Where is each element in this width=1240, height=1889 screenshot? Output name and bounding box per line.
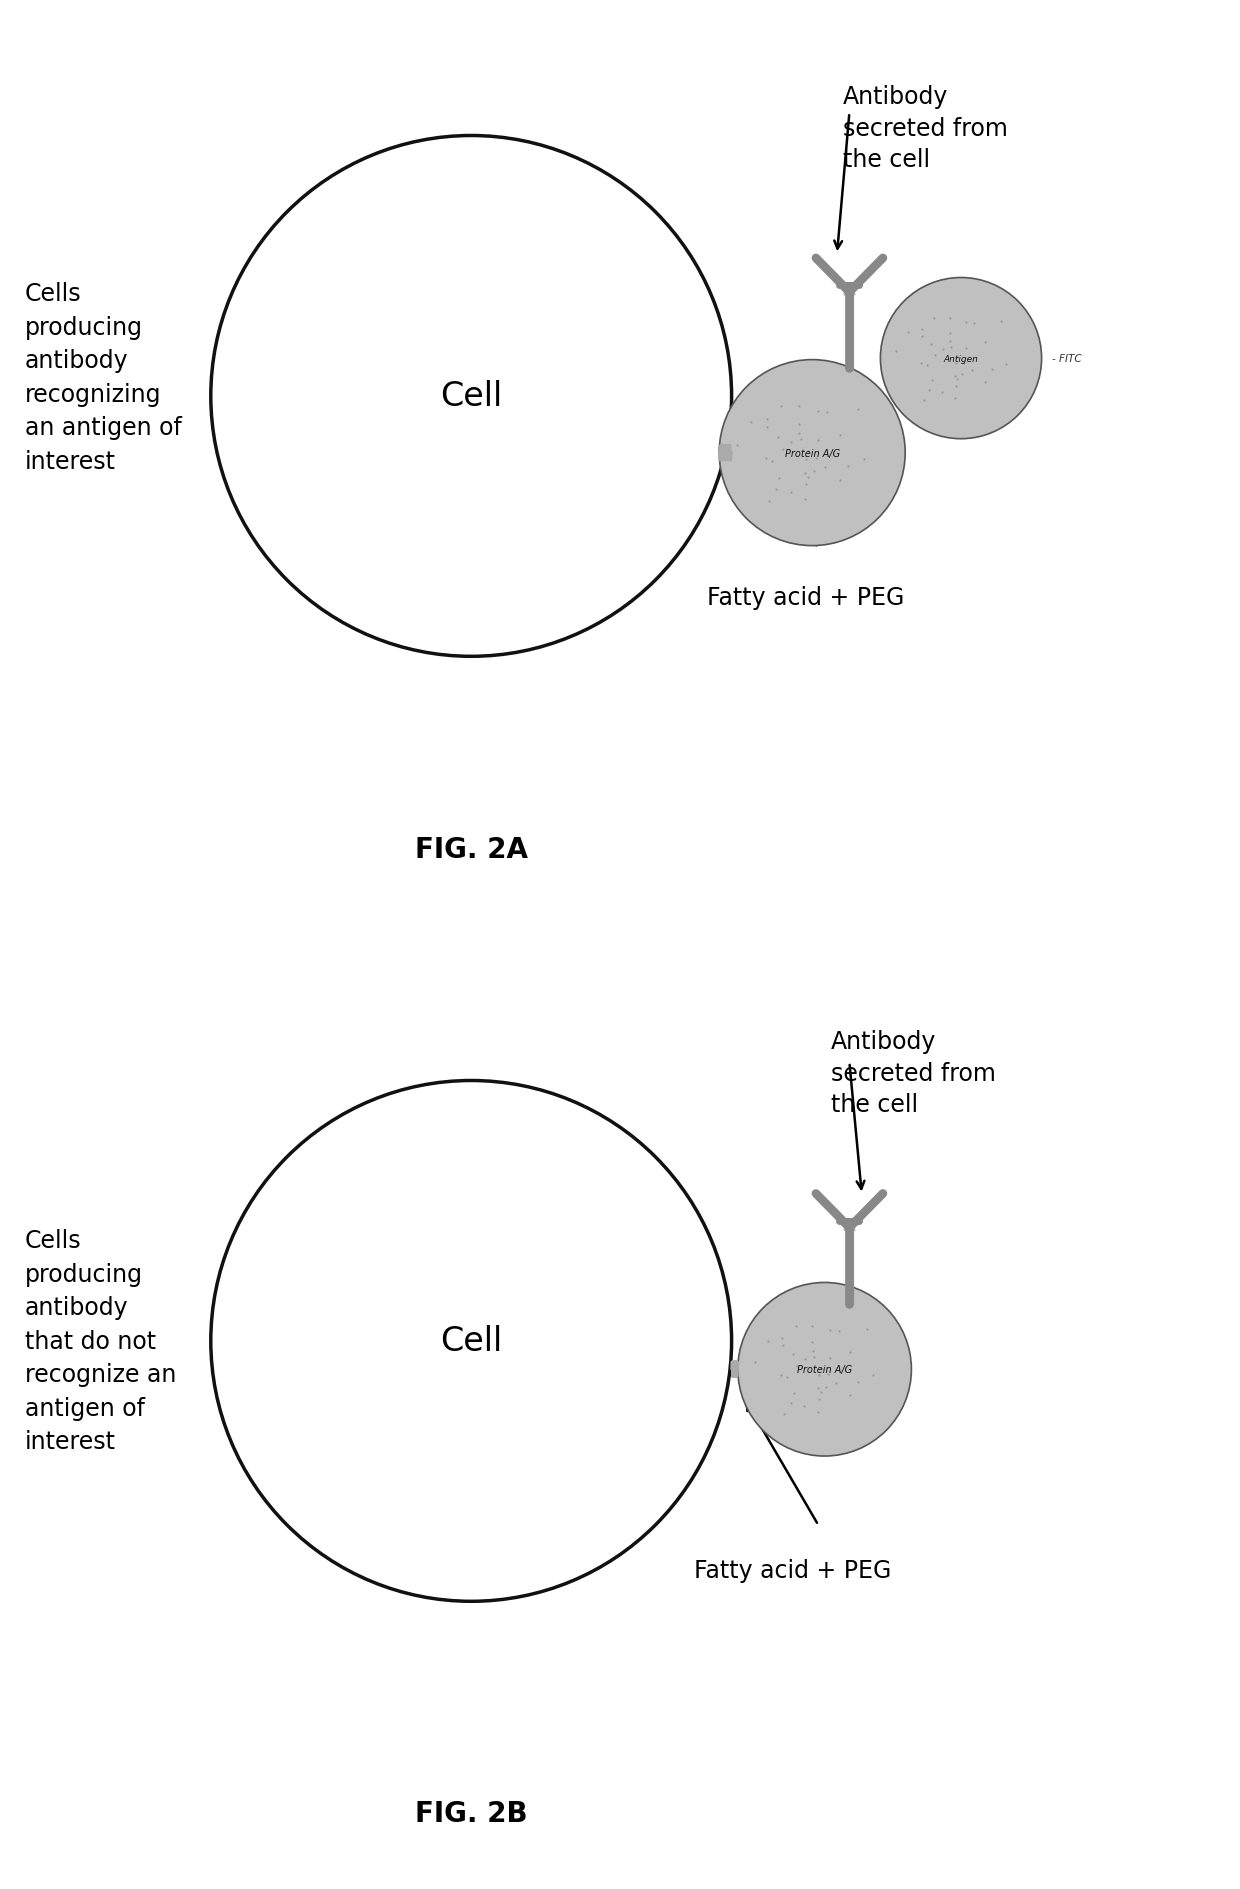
- Ellipse shape: [719, 361, 905, 546]
- Ellipse shape: [880, 278, 1042, 440]
- Text: Cell: Cell: [440, 1324, 502, 1358]
- Text: Fatty acid + PEG: Fatty acid + PEG: [707, 586, 904, 610]
- Text: Cells
producing
antibody
that do not
recognize an
antigen of
interest: Cells producing antibody that do not rec…: [25, 1228, 176, 1455]
- Text: Protein A/G: Protein A/G: [797, 1364, 852, 1375]
- Text: FIG. 2A: FIG. 2A: [414, 837, 528, 863]
- Text: Antibody
secreted from
the cell: Antibody secreted from the cell: [831, 1030, 996, 1116]
- Ellipse shape: [211, 1081, 732, 1602]
- Text: Cells
producing
antibody
recognizing
an antigen of
interest: Cells producing antibody recognizing an …: [25, 281, 182, 474]
- Text: Cell: Cell: [440, 380, 502, 414]
- Text: Fatty acid + PEG: Fatty acid + PEG: [694, 1558, 892, 1583]
- Text: FIG. 2B: FIG. 2B: [415, 1800, 527, 1827]
- Text: Antibody
secreted from
the cell: Antibody secreted from the cell: [843, 85, 1008, 172]
- Ellipse shape: [211, 136, 732, 657]
- Text: Antigen: Antigen: [944, 355, 978, 363]
- Text: - FITC: - FITC: [1052, 353, 1081, 365]
- Text: Protein A/G: Protein A/G: [785, 448, 839, 459]
- Ellipse shape: [738, 1283, 911, 1456]
